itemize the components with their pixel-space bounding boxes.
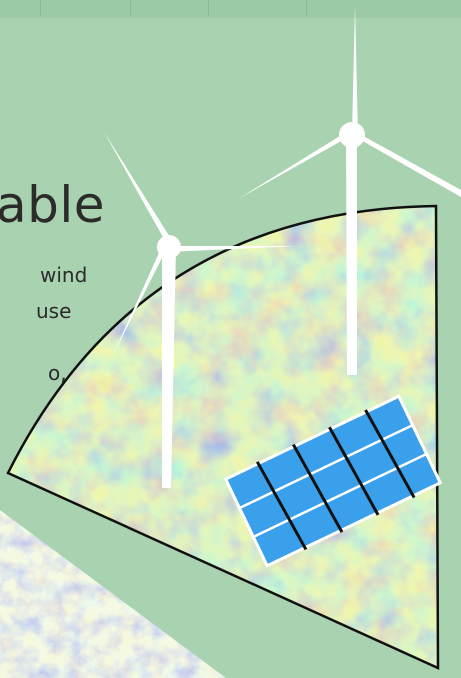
wind-turbine-icon xyxy=(104,132,298,488)
text-line-1: wind xyxy=(40,263,88,287)
poster-title: able xyxy=(0,176,106,234)
top-strip xyxy=(0,0,461,18)
text-line-2: use xyxy=(36,299,72,323)
wind-turbine-icon xyxy=(238,5,461,375)
solar-panel-icon xyxy=(223,394,443,568)
text-line-4: o, xyxy=(48,361,67,385)
